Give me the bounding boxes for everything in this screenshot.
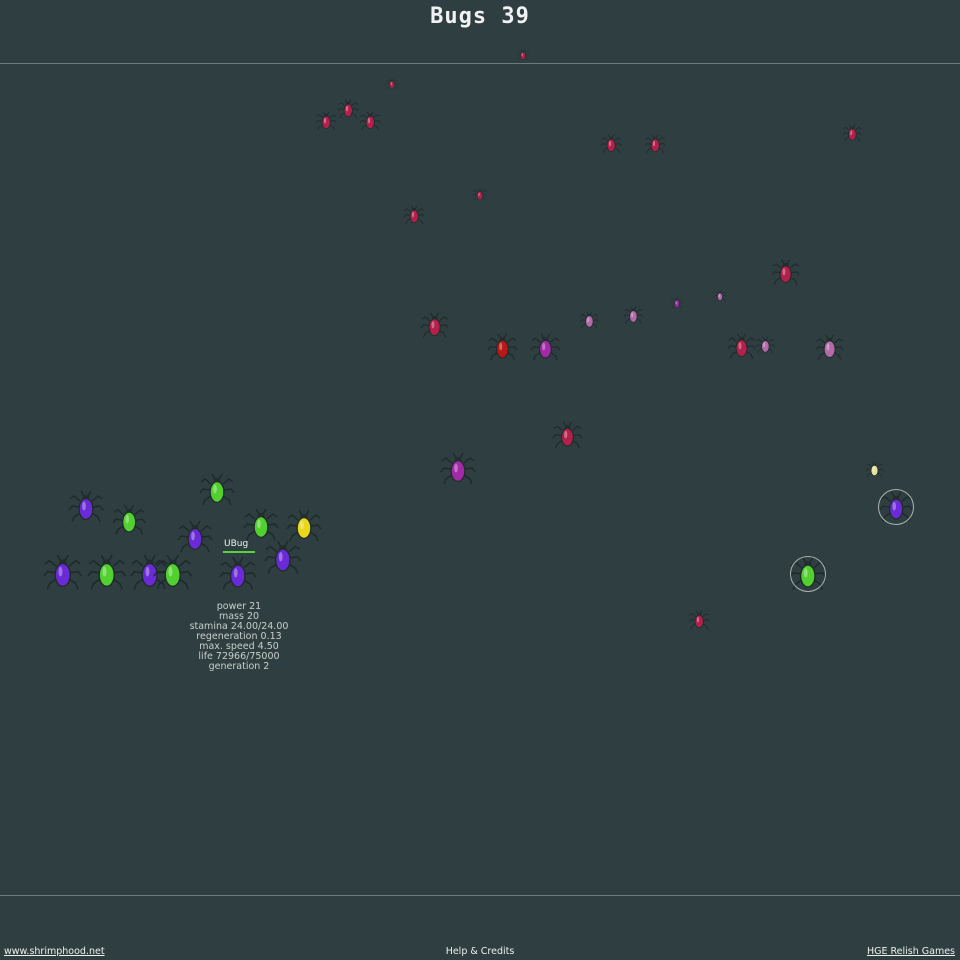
help-credits-link[interactable]: Help & Credits <box>445 946 515 957</box>
bug-sprite[interactable] <box>219 556 257 592</box>
bug-sprite[interactable] <box>243 508 279 542</box>
bug-sprite[interactable] <box>865 460 883 478</box>
bug-sprite[interactable] <box>153 554 193 591</box>
bug-sprite[interactable] <box>315 111 337 131</box>
selection-ring <box>790 556 826 592</box>
stat-regeneration: regeneration 0.13 <box>196 631 282 642</box>
top-divider <box>0 63 960 64</box>
bug-sprite[interactable] <box>623 305 643 325</box>
bug-sprite[interactable] <box>177 520 213 554</box>
bug-sprite[interactable] <box>199 473 235 507</box>
bug-sprite[interactable] <box>644 134 666 154</box>
selection-ring <box>878 489 914 525</box>
bug-sprite[interactable] <box>487 333 517 362</box>
bug-sprite[interactable] <box>359 111 381 131</box>
bug-sprite[interactable] <box>727 333 757 360</box>
bug-sprite[interactable] <box>842 123 862 143</box>
bug-sprite[interactable] <box>688 610 710 630</box>
stat-generation: generation 2 <box>208 661 270 672</box>
stat-life: life 72966/75000 <box>198 651 280 662</box>
relish-games-link[interactable]: HGE Relish Games <box>866 946 955 957</box>
bug-sprite[interactable] <box>516 49 530 61</box>
selected-bug-name: UBug <box>224 539 249 549</box>
bug-sprite[interactable] <box>440 452 476 486</box>
bug-sprite[interactable] <box>552 421 582 450</box>
selected-bug-health-bar <box>223 551 255 553</box>
game-title: Bugs 39 <box>430 4 530 29</box>
stat-power: power 21 <box>216 601 262 612</box>
bug-sprite[interactable] <box>337 99 359 119</box>
bug-sprite[interactable] <box>43 554 83 591</box>
bottom-divider <box>0 895 960 896</box>
bug-sprite[interactable] <box>815 334 845 361</box>
bug-sprite[interactable] <box>600 134 622 154</box>
bug-sprite[interactable] <box>286 509 322 543</box>
bug-sprite[interactable] <box>530 333 560 362</box>
bug-sprite[interactable] <box>68 490 104 524</box>
bug-sprite[interactable] <box>579 310 599 330</box>
bug-sprite[interactable] <box>771 259 801 286</box>
bug-sprite[interactable] <box>670 297 684 309</box>
bug-sprite[interactable] <box>403 205 425 225</box>
stat-stamina: stamina 24.00/24.00 <box>189 621 289 632</box>
bug-sprite[interactable] <box>755 335 775 355</box>
bug-sprite[interactable] <box>112 504 146 536</box>
bug-sprite[interactable] <box>472 188 488 202</box>
stat-max-speed: max. speed 4.50 <box>199 641 279 652</box>
shrimphood-link[interactable]: www.shrimphood.net <box>4 946 105 957</box>
bug-sprite[interactable] <box>385 78 399 90</box>
bug-stats-panel: power 21 mass 20 stamina 24.00/24.00 reg… <box>168 602 310 672</box>
bug-sprite[interactable] <box>420 312 450 339</box>
stat-mass: mass 20 <box>218 611 260 622</box>
bug-sprite[interactable] <box>713 290 727 302</box>
bug-sprite[interactable] <box>87 554 127 591</box>
bug-sprite[interactable] <box>264 540 302 576</box>
